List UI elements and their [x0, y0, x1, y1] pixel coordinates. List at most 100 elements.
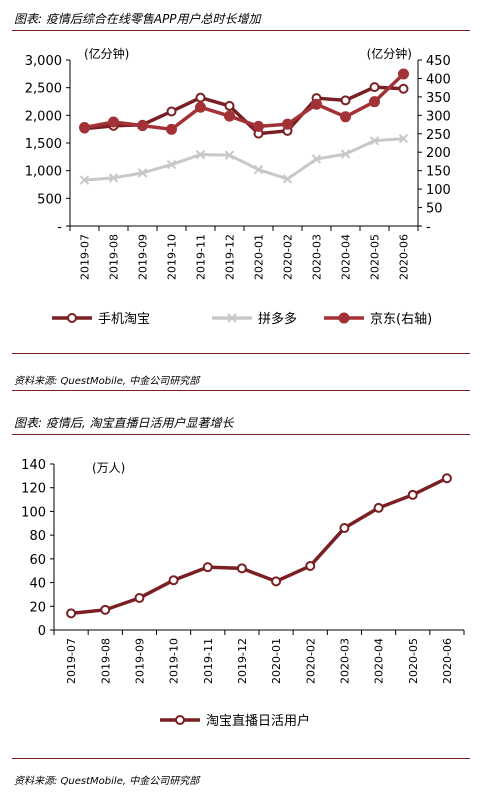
- x-tick-label: 2019-07: [79, 234, 92, 280]
- series-0-line: [70, 476, 448, 616]
- y-left-tick-label: 140: [21, 458, 46, 473]
- x-tick-label: 2020-03: [311, 234, 324, 280]
- series-0-point: [340, 95, 351, 106]
- y-left-tick-label: 60: [29, 553, 46, 568]
- legend-2-swatch-marker: [338, 312, 350, 324]
- series-2-point: [108, 116, 119, 128]
- series-0-point: [224, 100, 235, 111]
- y-right-tick-label: 450: [426, 54, 451, 69]
- legend-0-swatch-marker: [175, 715, 185, 725]
- figure-1-title-rule: [12, 30, 470, 31]
- x-tick-label: 2020-01: [253, 234, 266, 280]
- y-right-unit-label: (亿分钟): [367, 46, 412, 61]
- legend-0-label: 淘宝直播日活用户: [206, 713, 310, 729]
- series-2-point: [166, 123, 177, 135]
- series-0-point: [100, 604, 111, 615]
- series-2-point: [137, 120, 148, 132]
- x-tick-label: 2020-06: [441, 638, 454, 684]
- x-tick-label: 2020-01: [270, 638, 283, 684]
- legend-0-swatch-marker: [67, 313, 77, 323]
- series-1-point: [282, 174, 293, 184]
- chart-taobao-live-dau: 2019-07 2019-08 2019-09 2019-10 2019-11 2019-…: [21, 458, 465, 729]
- series-1-point: [311, 154, 322, 164]
- figure-1-source: 资料来源: QuestMobile, 中金公司研究部: [14, 376, 200, 387]
- y-left-tick-label: -: [57, 220, 62, 235]
- series-1-line: [84, 137, 404, 182]
- series-2-line: [84, 72, 405, 132]
- x-tick-label: 2019-09: [137, 234, 150, 280]
- series-1-point: [137, 168, 148, 178]
- y-left-unit-label: (亿分钟): [84, 46, 129, 61]
- series-0-point: [134, 592, 145, 603]
- figure-1-bottom-rule: [12, 353, 470, 354]
- series-0-point: [168, 575, 179, 586]
- y-right-tick-label: 100: [426, 183, 451, 198]
- series-0-point: [202, 562, 213, 573]
- x-tick-label: 2019-09: [133, 638, 146, 684]
- series-1-point: [398, 133, 409, 144]
- y-left-tick-label: 1,500: [25, 137, 62, 152]
- y-left-tick-label: 2,500: [25, 82, 62, 97]
- y-left-tick-label: 120: [21, 482, 46, 497]
- x-tick-label: 2019-12: [236, 638, 249, 684]
- series-1-point: [108, 173, 119, 183]
- y-left-tick-label: 40: [29, 577, 46, 592]
- x-tick-label: 2019-11: [195, 234, 208, 280]
- series-2-point: [398, 68, 409, 80]
- x-tick-label: 2020-02: [282, 234, 295, 280]
- y-right-tick-label: 250: [426, 128, 451, 143]
- series-0-point: [398, 83, 409, 94]
- y-right-tick-label: 200: [426, 146, 451, 161]
- series-0-point: [407, 489, 418, 500]
- series-2-point: [282, 118, 293, 130]
- y-right-tick-label: -: [426, 220, 431, 235]
- x-tick-label: 2019-11: [202, 638, 215, 684]
- x-tick-label: 2020-04: [340, 234, 353, 280]
- series-0-point: [305, 560, 316, 571]
- series-1-point: [340, 149, 351, 159]
- x-tick-label: 2020-03: [338, 638, 351, 684]
- y-left-tick-label: 20: [29, 600, 46, 615]
- y-left-tick-label: 500: [37, 192, 62, 207]
- legend-0-label: 手机淘宝: [98, 312, 150, 327]
- x-tick-label: 2019-10: [168, 638, 181, 684]
- y-right-tick-label: 300: [426, 109, 451, 124]
- series-0-point: [66, 608, 77, 619]
- y-left-tick-label: 3,000: [25, 54, 62, 69]
- y-left-unit-label: (万人): [92, 461, 125, 475]
- y-right-tick-label: 400: [426, 72, 451, 87]
- series-2-point: [340, 111, 351, 123]
- figure-2-bottom-rule: [12, 758, 470, 759]
- series-2-point: [253, 120, 264, 132]
- x-tick-label: 2020-02: [304, 638, 317, 684]
- series-2-point: [195, 101, 206, 113]
- legend-1-swatch-marker: [227, 313, 237, 323]
- y-right-tick-label: 50: [426, 202, 443, 217]
- figure-2-title-rule: [12, 434, 470, 435]
- x-tick-label: 2019-08: [108, 234, 121, 280]
- x-tick-label: 2020-04: [373, 638, 386, 684]
- y-right-tick-label: 150: [426, 165, 451, 180]
- series-1-point: [224, 150, 235, 160]
- series-0-point: [236, 563, 247, 574]
- figure-2-title: 图表: 疫情后, 淘宝直播日活用户显著增长: [14, 416, 234, 430]
- y-left-tick-label: 0: [38, 624, 46, 639]
- x-tick-label: 2019-08: [99, 638, 112, 684]
- x-tick-label: 2019-07: [65, 638, 78, 684]
- y-right-tick-label: 350: [426, 91, 451, 106]
- y-left-tick-label: 80: [29, 529, 46, 544]
- series-2-point: [369, 96, 380, 108]
- y-left-tick-label: 1,000: [25, 165, 62, 180]
- series-0-point: [339, 523, 350, 534]
- x-tick-label: 2019-12: [224, 234, 237, 280]
- series-0-point: [195, 92, 206, 103]
- series-0-point: [271, 576, 282, 587]
- figure-2-source: 资料来源: QuestMobile, 中金公司研究部: [14, 776, 200, 787]
- series-2-point: [224, 110, 235, 122]
- series-0-point: [369, 82, 380, 93]
- series-0-point: [166, 106, 177, 117]
- chart-app-usage-time: 2019-07 2019-08 2019-09 2019-10 2019-11 2019-…: [25, 46, 451, 327]
- figure-1-source-rule: [12, 390, 470, 391]
- series-1-point: [166, 159, 177, 170]
- series-1-point: [79, 175, 90, 185]
